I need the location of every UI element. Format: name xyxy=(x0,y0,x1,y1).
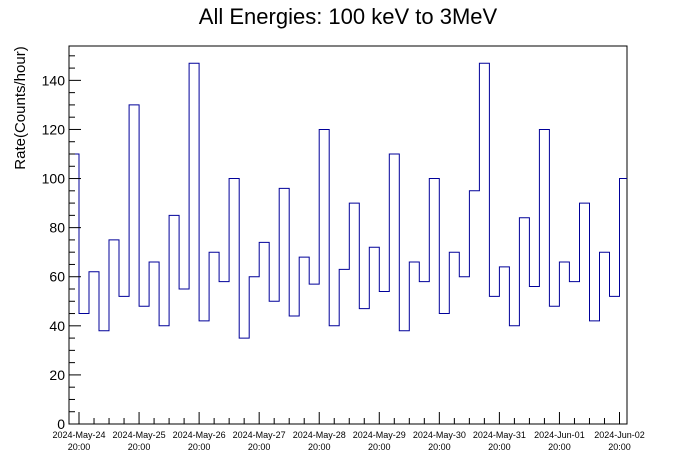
y-tick-label: 60 xyxy=(49,269,65,285)
series-line xyxy=(69,62,627,339)
chart-title: All Energies: 100 keV to 3MeV xyxy=(199,4,498,29)
y-tick-label: 140 xyxy=(42,72,66,88)
x-tick-label-date: 2024-Jun-02 xyxy=(594,430,645,440)
y-tick-label: 100 xyxy=(42,171,66,187)
y-tick-label: 20 xyxy=(49,367,65,383)
x-tick-label-time: 20:00 xyxy=(368,442,391,452)
series-layer xyxy=(69,62,627,339)
x-tick-label-time: 20:00 xyxy=(308,442,331,452)
x-axis: 2024-May-24 20:00 2024-May-25 20:00 2024-May… xyxy=(52,412,645,452)
x-tick-label-date: 2024-May-31 xyxy=(473,430,526,440)
plot-area xyxy=(68,45,628,425)
x-tick-label-time: 20:00 xyxy=(188,442,211,452)
y-axis: 0 20 40 60 80 100 120 140 xyxy=(42,55,81,432)
x-tick-label-date: 2024-May-25 xyxy=(113,430,166,440)
x-tick-label-date: 2024-May-29 xyxy=(353,430,406,440)
x-tick-label-date: 2024-May-24 xyxy=(52,430,105,440)
x-tick-label-time: 20:00 xyxy=(488,442,511,452)
x-tick-label-time: 20:00 xyxy=(428,442,451,452)
y-tick-label: 0 xyxy=(57,416,65,432)
x-tick-label-time: 20:00 xyxy=(68,442,91,452)
y-tick-label: 40 xyxy=(49,318,65,334)
x-tick-label-date: 2024-Jun-01 xyxy=(534,430,585,440)
y-axis-label: Rate(Counts/hour) xyxy=(12,46,29,169)
x-tick-label-time: 20:00 xyxy=(248,442,271,452)
x-tick-label-date: 2024-May-27 xyxy=(233,430,286,440)
x-tick-label-time: 20:00 xyxy=(548,442,571,452)
x-tick-label-date: 2024-May-28 xyxy=(293,430,346,440)
y-tick-label: 80 xyxy=(49,220,65,236)
y-tick-label: 120 xyxy=(42,121,66,137)
x-tick-label-time: 20:00 xyxy=(608,442,631,452)
x-tick-label-date: 2024-May-30 xyxy=(413,430,466,440)
x-tick-label-time: 20:00 xyxy=(128,442,151,452)
x-tick-label-date: 2024-May-26 xyxy=(173,430,226,440)
plot-frame xyxy=(68,45,628,425)
